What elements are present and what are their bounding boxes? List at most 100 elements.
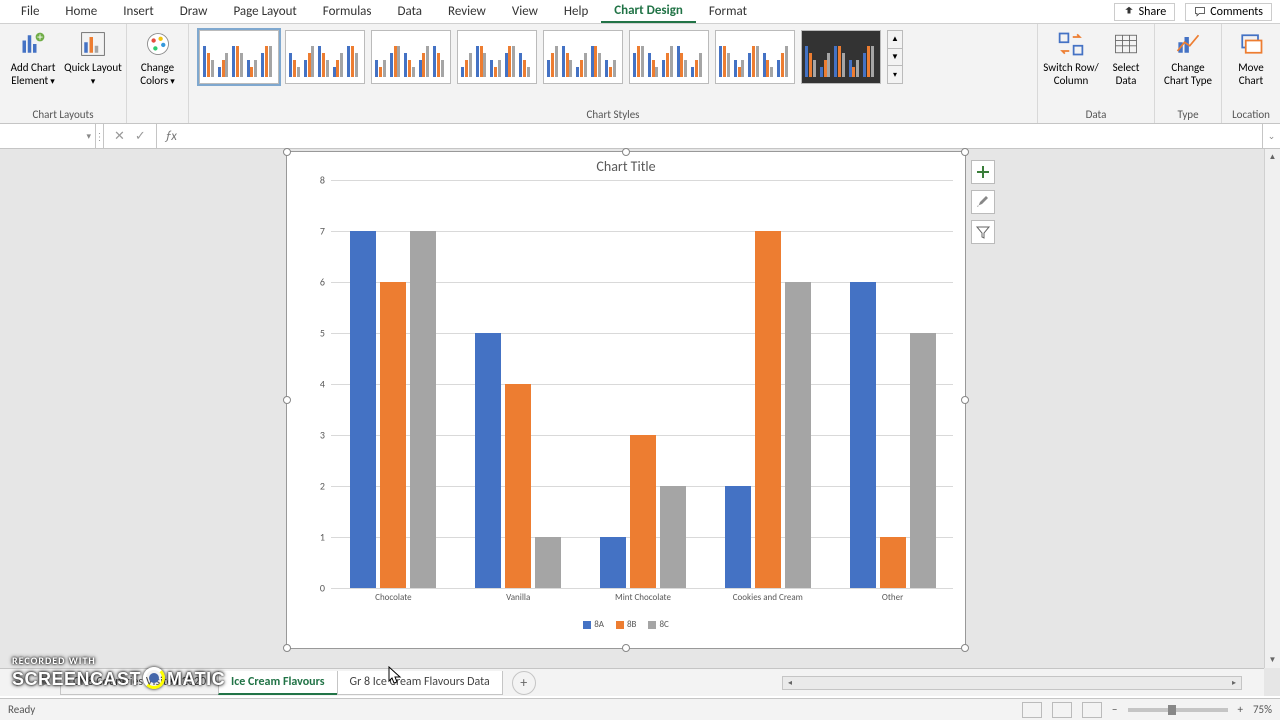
- chart-bar[interactable]: [850, 282, 876, 588]
- chart-style-thumb[interactable]: [543, 30, 623, 84]
- resize-handle[interactable]: [961, 644, 969, 652]
- chart-bar[interactable]: [380, 282, 406, 588]
- chart-style-thumb[interactable]: [801, 30, 881, 84]
- name-box[interactable]: [0, 124, 96, 148]
- chart-style-thumb[interactable]: [629, 30, 709, 84]
- select-data-button[interactable]: Select Data: [1102, 26, 1150, 87]
- resize-handle[interactable]: [622, 148, 630, 156]
- chart-plot-area[interactable]: 012345678ChocolateVanillaMint ChocolateC…: [331, 180, 953, 588]
- view-page-break-button[interactable]: [1082, 702, 1102, 718]
- comments-button[interactable]: Comments: [1185, 3, 1272, 21]
- ribbon-tab-draw[interactable]: Draw: [167, 1, 221, 22]
- ribbon-tab-help[interactable]: Help: [551, 1, 601, 22]
- legend-item[interactable]: 8C: [648, 619, 668, 630]
- enter-icon[interactable]: ✓: [135, 129, 146, 144]
- scroll-down-icon[interactable]: ▼: [1265, 652, 1280, 668]
- chart-style-thumb[interactable]: [199, 30, 279, 84]
- horizontal-scrollbar[interactable]: ◂ ▸: [782, 676, 1242, 690]
- ribbon-tab-format[interactable]: Format: [696, 1, 760, 22]
- add-chart-element-button[interactable]: Add Chart Element: [4, 26, 62, 87]
- y-tick: 7: [320, 225, 325, 238]
- quick-layout-button[interactable]: Quick Layout: [64, 26, 122, 87]
- chart-bar[interactable]: [785, 282, 811, 588]
- switch-icon: [1057, 30, 1085, 58]
- ribbon-tab-review[interactable]: Review: [435, 1, 499, 22]
- legend-item[interactable]: 8A: [583, 619, 604, 630]
- chart-bar[interactable]: [410, 231, 436, 588]
- resize-handle[interactable]: [961, 148, 969, 156]
- chart-bar[interactable]: [755, 231, 781, 588]
- scroll-left-icon[interactable]: ◂: [783, 677, 797, 689]
- add-chart-element-icon: [19, 30, 47, 58]
- chart-style-thumb[interactable]: [371, 30, 451, 84]
- chart-bar[interactable]: [505, 384, 531, 588]
- change-chart-type-label: Change Chart Type: [1159, 62, 1217, 87]
- vertical-scrollbar[interactable]: ▲ ▼: [1264, 149, 1280, 668]
- change-chart-type-button[interactable]: Change Chart Type: [1159, 26, 1217, 87]
- zoom-slider[interactable]: [1128, 708, 1228, 712]
- sheet-tab[interactable]: Gr 8 Ice Cream Flavours Data: [337, 671, 503, 695]
- ribbon-tab-chart-design[interactable]: Chart Design: [601, 0, 696, 23]
- zoom-level[interactable]: 75%: [1253, 703, 1272, 716]
- zoom-in-icon[interactable]: +: [1238, 703, 1243, 716]
- change-colors-label: Change Colors: [131, 62, 184, 87]
- worksheet-area[interactable]: Chart Title 012345678ChocolateVanillaMin…: [0, 149, 1280, 696]
- view-normal-button[interactable]: [1022, 702, 1042, 718]
- chart-bar[interactable]: [660, 486, 686, 588]
- switch-row-col-button[interactable]: Switch Row/ Column: [1042, 26, 1100, 87]
- group-label-styles: Chart Styles: [193, 108, 1033, 123]
- ribbon-tab-formulas[interactable]: Formulas: [310, 1, 385, 22]
- legend-item[interactable]: 8B: [616, 619, 636, 630]
- formula-input[interactable]: [185, 124, 1262, 148]
- formula-expand-icon[interactable]: ⌄: [1262, 124, 1280, 148]
- scroll-right-icon[interactable]: ▸: [1227, 677, 1241, 689]
- share-button[interactable]: Share: [1114, 3, 1176, 21]
- y-tick: 8: [320, 174, 325, 187]
- move-chart-label: Move Chart: [1226, 62, 1276, 87]
- chart-style-thumb[interactable]: [715, 30, 795, 84]
- move-chart-button[interactable]: Move Chart: [1226, 26, 1276, 87]
- chart-bar[interactable]: [910, 333, 936, 588]
- cancel-icon[interactable]: ✕: [114, 129, 125, 144]
- chart-style-thumb[interactable]: [285, 30, 365, 84]
- chart-style-thumb[interactable]: [457, 30, 537, 84]
- formula-bar: ⋮ ✕ ✓ ƒx ⌄: [0, 124, 1280, 149]
- new-sheet-button[interactable]: +: [512, 671, 536, 695]
- ribbon-tab-file[interactable]: File: [8, 1, 52, 22]
- gallery-scroll[interactable]: ▲▼▾: [887, 30, 903, 84]
- chart-bar[interactable]: [535, 537, 561, 588]
- plus-icon: [975, 164, 991, 180]
- change-colors-button[interactable]: Change Colors: [131, 26, 184, 87]
- chart-elements-flyout[interactable]: [971, 160, 995, 184]
- chart-filter-flyout[interactable]: [971, 220, 995, 244]
- ribbon-tab-page-layout[interactable]: Page Layout: [220, 1, 309, 22]
- ribbon-tab-insert[interactable]: Insert: [110, 1, 167, 22]
- chart-bar[interactable]: [350, 231, 376, 588]
- move-chart-icon: [1237, 30, 1265, 58]
- chart-legend[interactable]: 8A 8B 8C: [287, 619, 965, 630]
- resize-handle[interactable]: [961, 396, 969, 404]
- resize-handle[interactable]: [283, 396, 291, 404]
- chart-bar[interactable]: [725, 486, 751, 588]
- y-tick: 0: [320, 582, 325, 595]
- view-page-layout-button[interactable]: [1052, 702, 1072, 718]
- resize-handle[interactable]: [622, 644, 630, 652]
- ribbon-tab-home[interactable]: Home: [52, 1, 110, 22]
- scroll-up-icon[interactable]: ▲: [1265, 149, 1280, 165]
- ribbon-tab-data[interactable]: Data: [385, 1, 436, 22]
- chart-bar[interactable]: [475, 333, 501, 588]
- chart-styles-flyout[interactable]: [971, 190, 995, 214]
- ribbon-tab-view[interactable]: View: [499, 1, 551, 22]
- resize-handle[interactable]: [283, 644, 291, 652]
- chart-bar[interactable]: [600, 537, 626, 588]
- chart-object[interactable]: Chart Title 012345678ChocolateVanillaMin…: [286, 151, 966, 649]
- y-tick: 4: [320, 378, 325, 391]
- resize-handle[interactable]: [283, 148, 291, 156]
- fx-icon[interactable]: ƒx: [157, 124, 185, 148]
- sheet-tab[interactable]: Ice Cream Flavours: [218, 671, 337, 695]
- group-colors: Change Colors: [127, 24, 189, 123]
- chart-bar[interactable]: [880, 537, 906, 588]
- group-label-data: Data: [1042, 108, 1150, 123]
- chart-bar[interactable]: [630, 435, 656, 588]
- zoom-out-icon[interactable]: −: [1112, 703, 1117, 716]
